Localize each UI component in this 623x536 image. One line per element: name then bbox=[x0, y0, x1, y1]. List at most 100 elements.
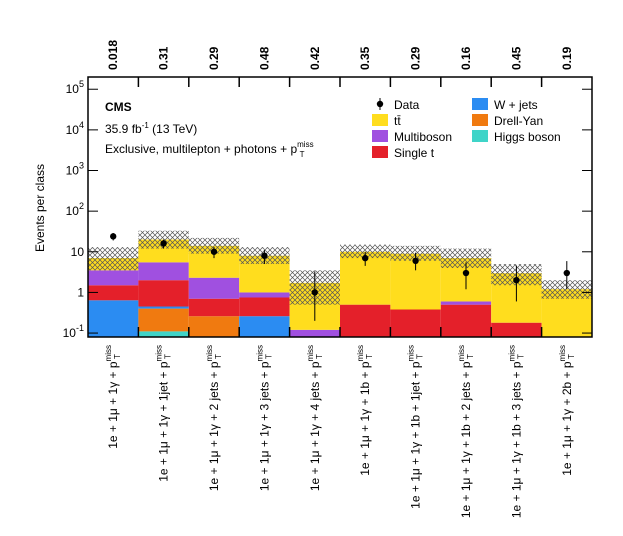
subtitle: Exclusive, multilepton + photons + pmiss… bbox=[105, 140, 314, 159]
bar-segment bbox=[138, 280, 189, 307]
bar-segment bbox=[239, 297, 290, 317]
y-axis-label: Events per class bbox=[33, 164, 47, 252]
y-tick-base: 10 bbox=[66, 164, 80, 178]
y-tick-exponent: 2 bbox=[79, 201, 84, 211]
top-label: 0.45 bbox=[509, 46, 523, 70]
category-sup: miss bbox=[558, 345, 567, 361]
data-point bbox=[412, 257, 419, 265]
x-tick-label: 1e + 1μ + 1γ + 1jet + pmissT bbox=[155, 345, 173, 482]
y-tick-label: 1 bbox=[77, 285, 84, 299]
top-label: 0.29 bbox=[207, 46, 221, 70]
bar-segment bbox=[340, 304, 391, 337]
bar-segment bbox=[188, 277, 240, 299]
category-sub: T bbox=[365, 354, 374, 359]
bar-segment bbox=[138, 262, 189, 281]
bar-segment bbox=[440, 301, 492, 305]
legend-swatch bbox=[372, 114, 388, 126]
y-tick-label: 105 bbox=[66, 79, 84, 96]
top-label: 0.29 bbox=[409, 46, 423, 70]
legend-marker bbox=[376, 100, 384, 108]
x-tick-label: 1e + 1μ + 1γ + 1b + 1jet + pmissT bbox=[407, 345, 425, 509]
y-tick-label: 104 bbox=[66, 120, 84, 137]
legend-swatch bbox=[472, 114, 488, 126]
bar-segment bbox=[138, 331, 189, 337]
top-label: 0.35 bbox=[358, 46, 372, 70]
bar-segment bbox=[188, 316, 240, 337]
top-label: 0.31 bbox=[157, 46, 171, 70]
y-tick-label: 103 bbox=[66, 161, 84, 178]
bar-segment bbox=[239, 316, 290, 337]
category-sup: miss bbox=[356, 345, 365, 361]
category-sub: T bbox=[315, 354, 324, 359]
x-tick-label: 1e + 1μ + 1γ + 2 jets + pmissT bbox=[205, 345, 223, 491]
category-sub: T bbox=[516, 354, 525, 359]
category-sup: miss bbox=[407, 345, 416, 361]
data-point bbox=[110, 233, 117, 240]
uncertainty-band bbox=[340, 244, 391, 259]
category-base: 1e + 1μ + 1γ + 1jet + p bbox=[157, 361, 171, 482]
bar-segment bbox=[390, 309, 441, 337]
top-label: 0.48 bbox=[257, 46, 271, 70]
x-tick-label: 1e + 1μ + 1γ + 1b + 3 jets + pmissT bbox=[507, 345, 525, 518]
y-tick-exponent: -1 bbox=[76, 323, 84, 333]
category-base: 1e + 1μ + 1γ + p bbox=[106, 361, 120, 449]
category-base: 1e + 1μ + 1γ + 3 jets + p bbox=[257, 361, 271, 491]
category-sup: miss bbox=[255, 345, 264, 361]
x-tick-label: 1e + 1μ + 1γ + 1b + pmissT bbox=[356, 345, 374, 476]
data-point bbox=[261, 252, 268, 259]
category-sub: T bbox=[567, 354, 576, 359]
category-base: 1e + 1μ + 1γ + 1b + p bbox=[358, 361, 372, 476]
legend-swatch bbox=[472, 130, 488, 142]
y-tick-label: 10-1 bbox=[63, 323, 84, 340]
category-sub: T bbox=[113, 354, 122, 359]
lumi: 35.9 fb-1 (13 TeV) bbox=[105, 121, 197, 136]
bar-segment bbox=[289, 329, 340, 337]
data-point bbox=[160, 240, 167, 247]
bar-segment bbox=[188, 298, 240, 317]
legend-label: tt̄ bbox=[394, 114, 401, 128]
x-tick-label: 1e + 1μ + 1γ + pmissT bbox=[104, 345, 122, 449]
y-tick-label: 102 bbox=[66, 201, 84, 218]
category-sub: T bbox=[164, 354, 173, 359]
y-tick-base: 10 bbox=[66, 123, 80, 137]
y-tick-base: 10 bbox=[66, 82, 80, 96]
bar-segment bbox=[491, 322, 542, 337]
top-label: 0.16 bbox=[459, 46, 473, 70]
category-base: 1e + 1μ + 1γ + 2 jets + p bbox=[207, 361, 221, 491]
x-tick-label: 1e + 1μ + 1γ + 2b + pmissT bbox=[558, 345, 576, 476]
data-point bbox=[311, 289, 318, 296]
category-base: 1e + 1μ + 1γ + 2b + p bbox=[560, 361, 574, 476]
data-point bbox=[210, 248, 218, 255]
subtitle-sub: T bbox=[300, 150, 305, 159]
chart-title: CMS bbox=[105, 100, 132, 114]
subtitle-base: Exclusive, multilepton + photons + p bbox=[105, 142, 297, 156]
legend-label: Drell-Yan bbox=[494, 114, 543, 128]
x-tick-label: 1e + 1μ + 1γ + 1b + 2 jets + pmissT bbox=[457, 345, 475, 518]
y-tick-base: 10 bbox=[63, 326, 77, 340]
category-sup: miss bbox=[205, 345, 214, 361]
legend-swatch bbox=[372, 146, 388, 158]
subtitle-sup: miss bbox=[297, 140, 313, 149]
data-point bbox=[513, 276, 520, 284]
bar-segment bbox=[88, 285, 139, 301]
bar-segment bbox=[88, 300, 139, 337]
top-label: 0.42 bbox=[308, 46, 322, 70]
bar-segment bbox=[138, 308, 189, 332]
legend-label: Data bbox=[394, 98, 420, 112]
y-tick-base: 10 bbox=[66, 204, 80, 218]
uncertainty-band bbox=[188, 237, 240, 254]
category-sup: miss bbox=[104, 345, 113, 361]
category-sub: T bbox=[214, 354, 223, 359]
legend-label: W + jets bbox=[494, 98, 538, 112]
lumi-exp: -1 bbox=[142, 121, 150, 130]
bar-segment bbox=[138, 306, 189, 309]
uncertainty-band bbox=[88, 247, 139, 271]
data-point bbox=[362, 254, 369, 262]
category-sub: T bbox=[416, 354, 425, 359]
category-sup: miss bbox=[507, 345, 516, 361]
category-sup: miss bbox=[155, 345, 164, 361]
x-tick-label: 1e + 1μ + 1γ + 4 jets + pmissT bbox=[306, 345, 324, 491]
legend-swatch bbox=[372, 130, 388, 142]
data-point bbox=[462, 269, 470, 277]
